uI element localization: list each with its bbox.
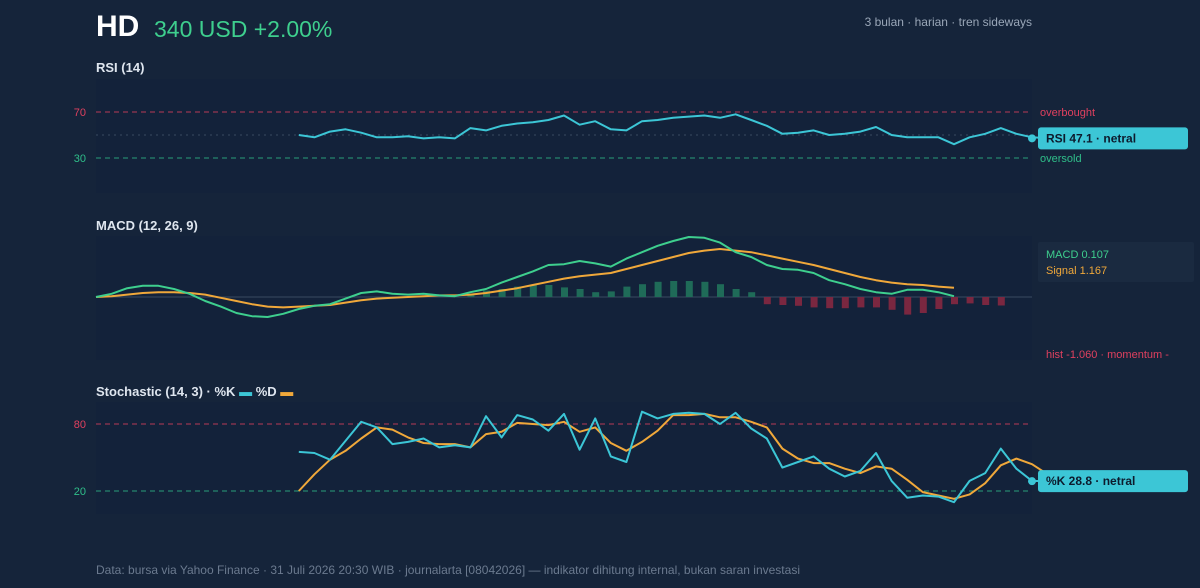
- rsi-badge-text: RSI 47.1 · netral: [1046, 131, 1136, 145]
- macd-legend-box: [1038, 242, 1194, 282]
- stochastic-panel-title: Stochastic (14, 3) · %K ▬ %D ▬: [96, 384, 293, 399]
- macd-histogram-bar: [888, 297, 896, 310]
- macd-histogram-bar: [639, 284, 646, 297]
- macd-histogram-bar: [623, 286, 631, 297]
- macd-histogram-bar: [685, 281, 693, 297]
- stochastic-tick-label: 20: [74, 486, 86, 498]
- macd-histogram-bar: [607, 291, 615, 297]
- macd-panel-title: MACD (12, 26, 9): [96, 218, 198, 233]
- macd-histogram-bar: [982, 297, 990, 305]
- macd-histogram-bar: [529, 285, 537, 297]
- macd-histogram-bar: [748, 292, 756, 297]
- rsi-badge: [1038, 127, 1188, 150]
- macd-histogram-bar: [732, 289, 740, 297]
- rsi-tick-label: 70: [74, 107, 86, 119]
- stochastic-plot-area: [96, 402, 1032, 514]
- macd-histogram-bar: [951, 297, 958, 305]
- macd-histogram-bar: [592, 292, 600, 297]
- macd-histogram-bar: [545, 285, 553, 297]
- stochastic-k-line: [298, 410, 1048, 504]
- macd-histogram-bar: [561, 287, 568, 297]
- macd-histogram-bar: [654, 281, 662, 297]
- macd-legend-macd: MACD 0.107: [1046, 249, 1109, 261]
- macd-line: [95, 236, 955, 318]
- macd-histogram-bar: [857, 297, 865, 308]
- rsi-panel-title: RSI (14): [96, 60, 145, 75]
- rsi-reference-label: oversold: [1040, 153, 1082, 165]
- macd-histogram-bar: [779, 297, 787, 305]
- rsi-plot-area: [96, 79, 1032, 193]
- stochastic-last-point: [1028, 477, 1036, 486]
- stochastic-panel: 80 20 %K 28.8 · netral: [74, 402, 1188, 514]
- chart-subtitle: 3 bulan · harian · tren sideways: [864, 15, 1032, 29]
- macd-histogram-bar: [701, 281, 709, 297]
- macd-histogram-bar: [795, 297, 802, 306]
- macd-histogram-bar: [717, 284, 724, 297]
- stochastic-title-text: Stochastic (14, 3) · %K: [96, 384, 236, 399]
- macd-histogram-bar: [498, 289, 506, 297]
- macd-histogram-bar: [826, 297, 834, 309]
- d-legend-swatch: ▬: [280, 384, 294, 399]
- stochastic-tick-label: 80: [74, 419, 86, 431]
- rsi-reference-label: overbought: [1040, 107, 1095, 119]
- k-legend-swatch: ▬: [239, 384, 253, 399]
- signal-line: [95, 248, 955, 309]
- macd-histogram-bar: [763, 297, 771, 305]
- macd-histogram-bar: [514, 286, 522, 297]
- d-legend-label: %D: [255, 384, 277, 399]
- rsi-tick-label: 30: [74, 153, 86, 165]
- macd-histogram-bar: [904, 297, 912, 315]
- stochastic-badge-text: %K 28.8 · netral: [1046, 474, 1135, 488]
- macd-histogram-bar: [966, 297, 974, 304]
- macd-histogram-bar: [997, 297, 1005, 306]
- rsi-line: [298, 113, 1048, 146]
- macd-panel: MACD 0.107 Signal 1.167 hist -1.060 · mome…: [95, 236, 1194, 361]
- macd-legend-signal: Signal 1.167: [1046, 265, 1107, 277]
- stochastic-d-line: [298, 412, 1049, 500]
- price-change: 340 USD +2.00%: [154, 16, 333, 42]
- macd-histogram-bar: [670, 281, 678, 297]
- ticker-symbol: HD: [96, 10, 140, 43]
- rsi-last-point: [1028, 134, 1036, 143]
- macd-legend-hist: hist -1.060 · momentum -: [1046, 349, 1169, 361]
- footer-source: Data: bursa via Yahoo Finance · 31 Juli …: [96, 563, 800, 577]
- macd-histogram-bar: [935, 297, 943, 309]
- stochastic-badge: [1038, 470, 1188, 493]
- macd-histogram-bar: [576, 289, 584, 297]
- macd-histogram-bar: [841, 297, 849, 309]
- macd-histogram-bar: [810, 297, 818, 308]
- macd-histogram-bar: [919, 297, 927, 313]
- rsi-panel: overbought oversold 70 30 RSI 47.1 · netral: [74, 79, 1188, 193]
- macd-histogram-bar: [873, 297, 880, 308]
